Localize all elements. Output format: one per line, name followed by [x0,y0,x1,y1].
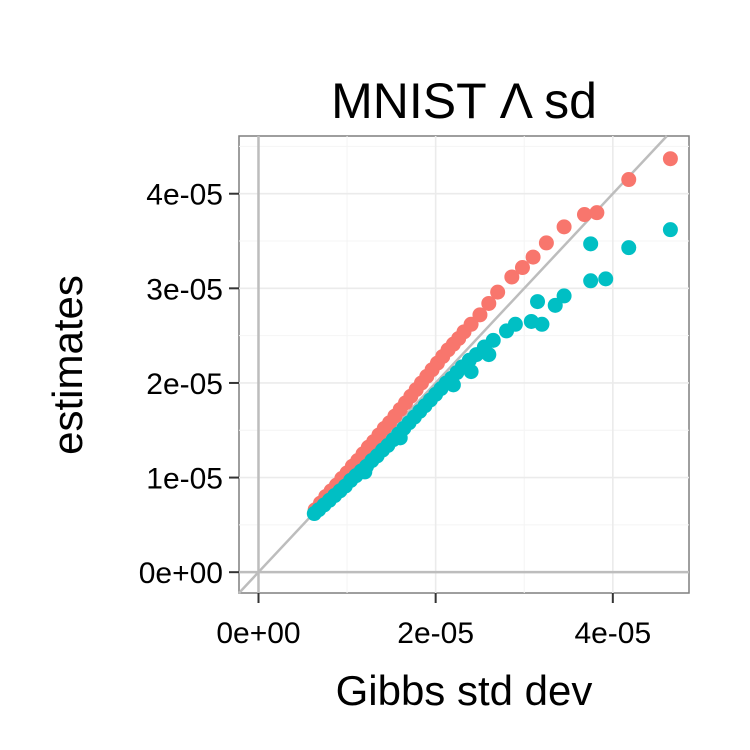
y-tick-label: 2e-05 [146,368,223,401]
x-tick-label: 4e-05 [574,617,651,650]
data-point-series-1 [525,249,541,265]
data-point-series-1 [556,219,572,235]
data-point-series-2 [357,464,373,480]
data-point-series-2 [662,222,678,238]
axis-layer: 0e+00 2e-05 4e-05 0e+00 1e-05 2e-05 3e-05 4e-05 [139,179,651,650]
data-point-series-1 [589,205,605,221]
x-axis-label: Gibbs std dev [336,667,593,714]
data-point-series-1 [621,172,637,188]
x-tick-label: 2e-05 [397,617,474,650]
data-point-series-2 [583,236,599,252]
data-point-series-2 [534,316,550,332]
data-point-series-1 [514,260,530,276]
data-point-series-1 [576,207,592,223]
y-tick-label: 3e-05 [146,273,223,306]
data-point-series-2 [621,240,637,256]
data-point-series-2 [507,316,523,332]
y-tick-label: 4e-05 [146,179,223,212]
data-point-series-2 [583,273,599,289]
data-point-series-1 [504,269,520,285]
y-tick-label: 0e+00 [139,557,223,590]
data-point-series-2 [530,294,546,310]
data-point-series-2 [598,271,614,287]
data-point-series-2 [481,347,497,363]
data-point-series-2 [485,332,501,348]
data-point-series-2 [445,377,461,393]
data-point-series-2 [463,364,479,380]
x-tick-label: 0e+00 [216,617,300,650]
data-point-series-1 [472,307,488,323]
data-point-series-1 [662,151,678,167]
data-point-series-1 [538,235,554,251]
data-point-series-1 [481,295,497,311]
data-point-series-2 [392,430,408,446]
chart-title: MNIST Λ sd [331,73,597,129]
data-point-series-2 [556,288,572,304]
data-point-series-1 [463,316,479,332]
data-point-series-1 [490,284,506,300]
y-axis-label: estimates [44,275,91,455]
y-tick-label: 1e-05 [146,463,223,496]
points-layer [306,151,678,522]
data-point-series-2 [547,297,563,313]
